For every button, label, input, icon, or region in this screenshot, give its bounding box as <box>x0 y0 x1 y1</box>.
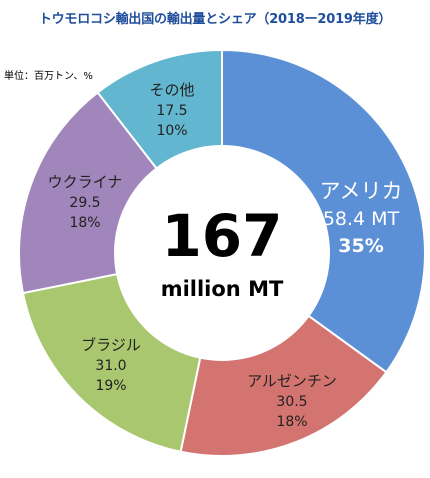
unit-label: 単位：百万トン、% <box>4 71 93 82</box>
slice-0 <box>221 48 426 374</box>
slice-label-0: アメリカ <box>320 179 403 203</box>
slice-share-1: 18% <box>276 414 307 430</box>
slice-share-4: 10% <box>156 123 187 139</box>
slice-share-3: 18% <box>69 215 100 231</box>
slice-label-3: ウクライナ <box>48 173 123 191</box>
slice-label-2: ブラジル <box>81 336 141 354</box>
slice-value-2: 31.0 <box>95 358 126 374</box>
slice-value-0: 58.4 MT <box>323 208 400 230</box>
slice-value-1: 30.5 <box>276 394 307 410</box>
donut-hole <box>114 145 330 361</box>
slice-share-2: 19% <box>95 378 126 394</box>
slice-label-4: その他 <box>149 81 194 99</box>
slice-value-4: 17.5 <box>156 103 187 119</box>
slice-share-0: 35% <box>338 235 383 257</box>
center-total-unit: million MT <box>161 277 284 301</box>
chart-title: トウモロコシ輸出国の輸出量とシェア（2018ー2019年度） <box>38 12 392 27</box>
slice-value-3: 29.5 <box>69 195 100 211</box>
center-total-value: 167 <box>161 202 282 270</box>
slice-label-1: アルゼンチン <box>247 372 337 390</box>
